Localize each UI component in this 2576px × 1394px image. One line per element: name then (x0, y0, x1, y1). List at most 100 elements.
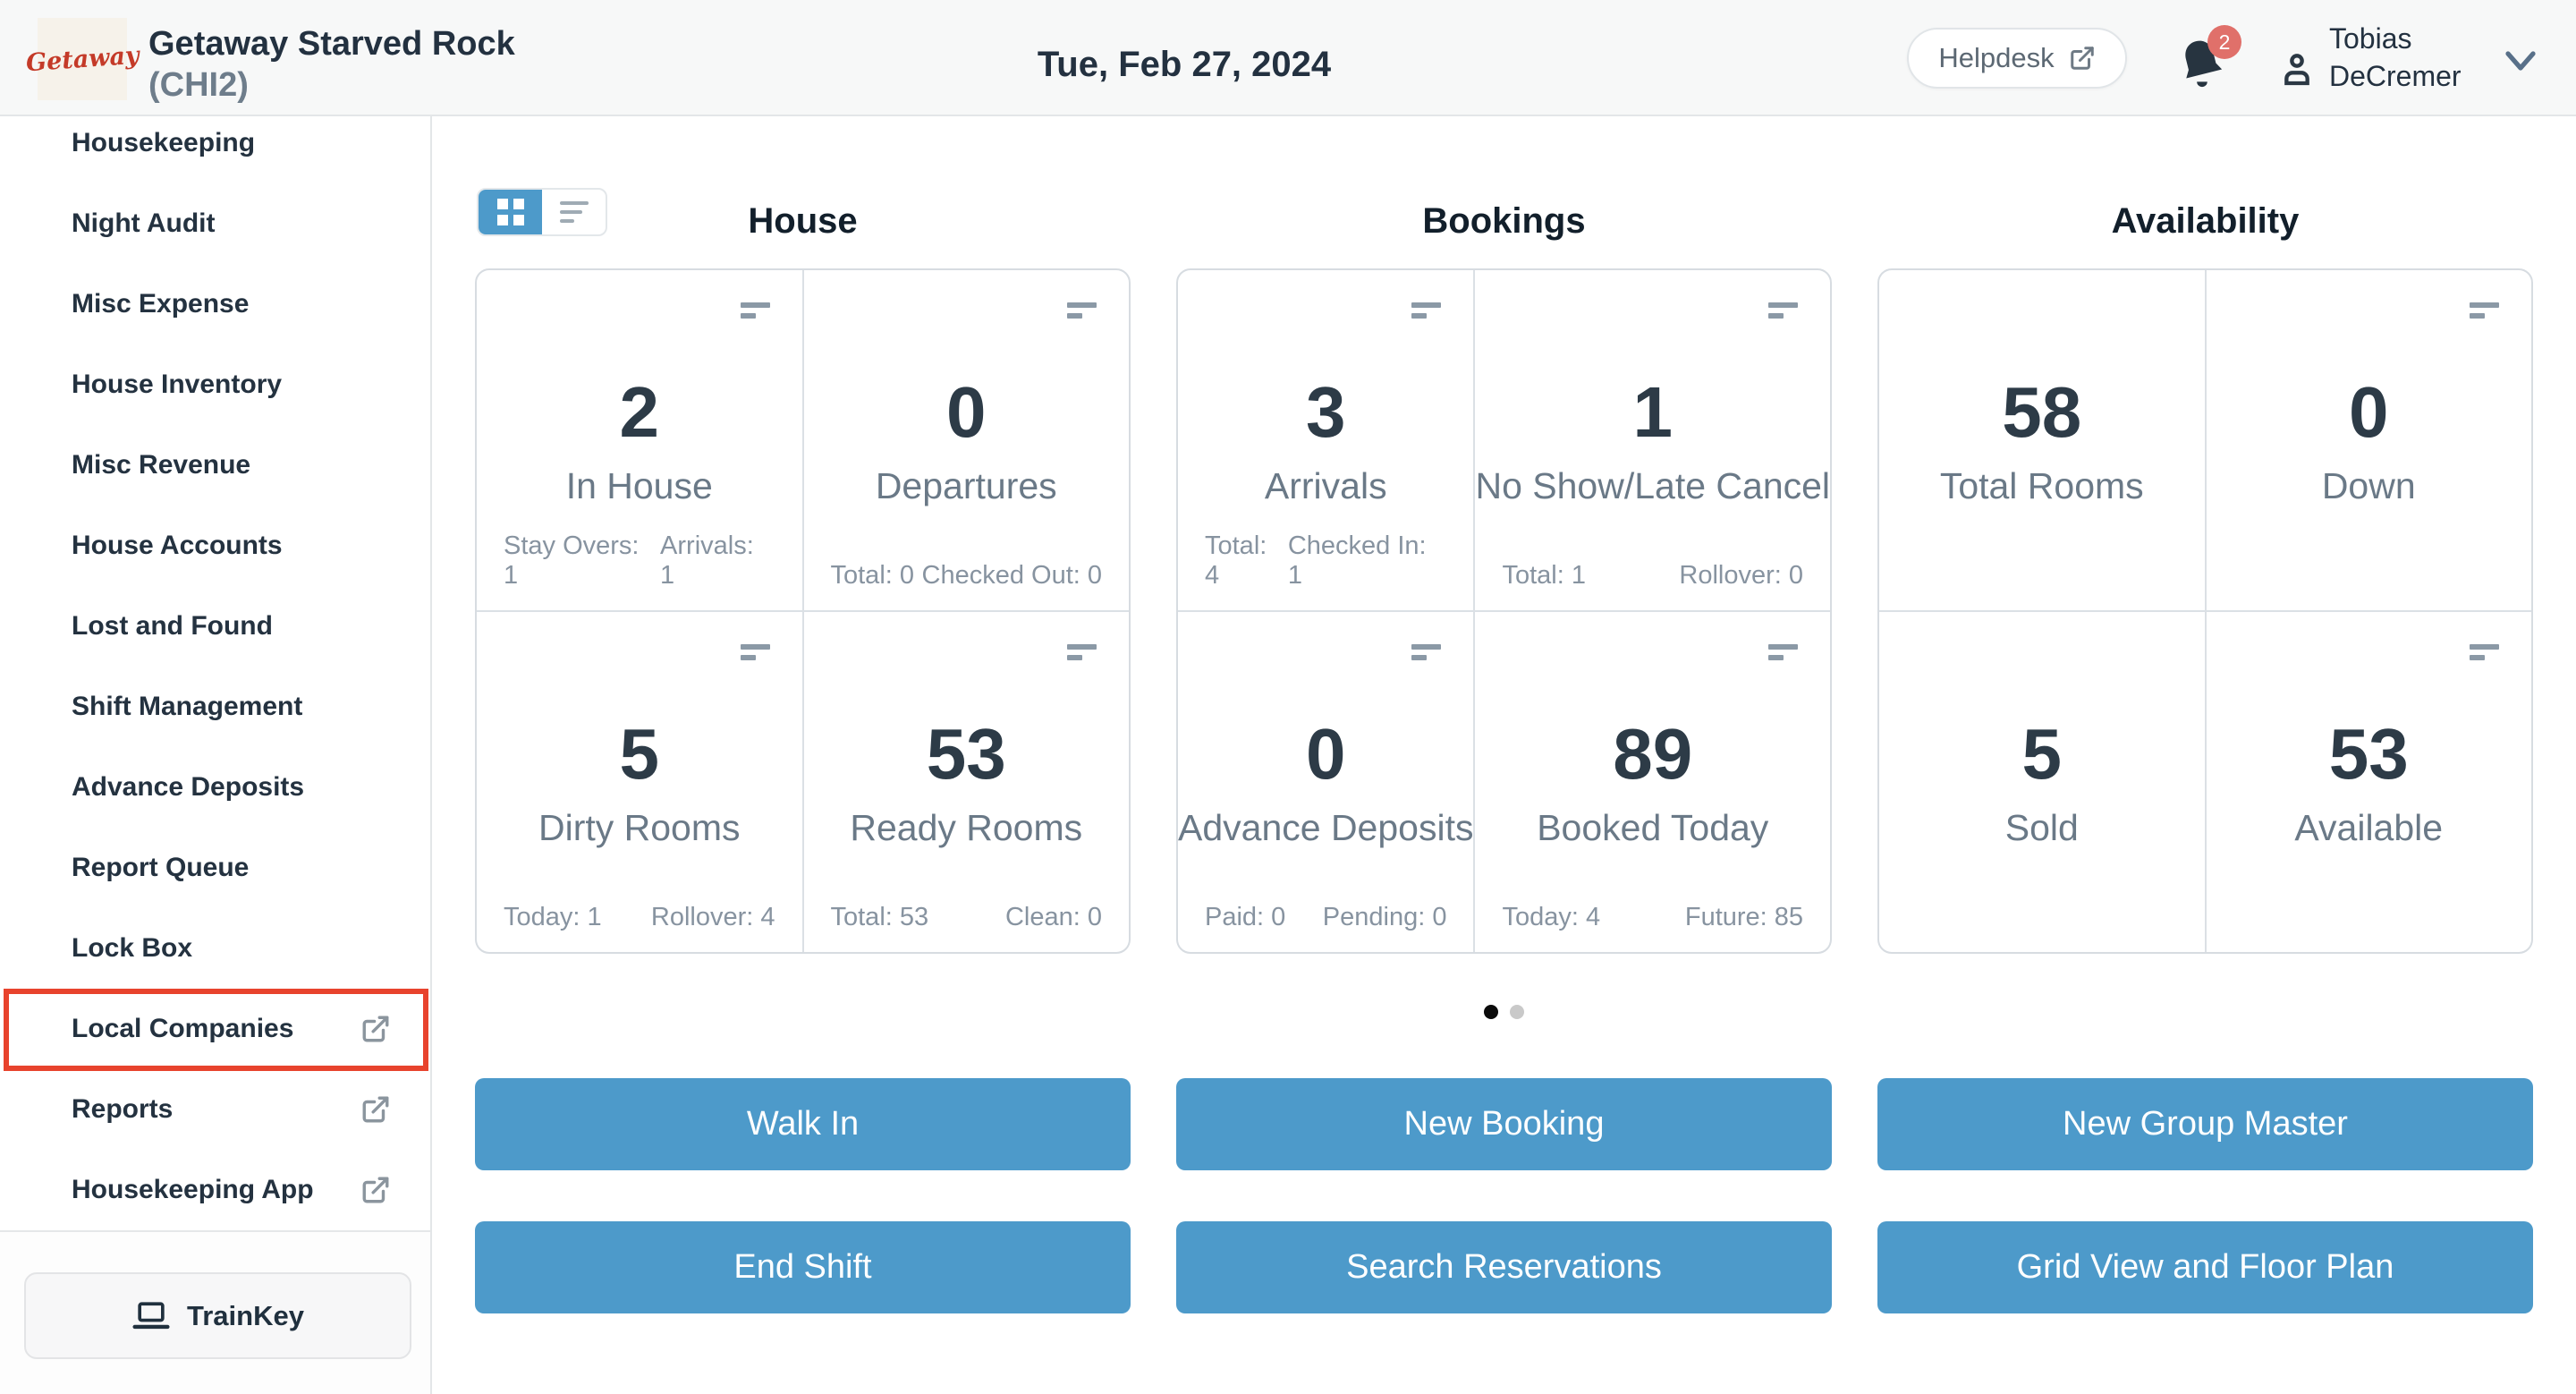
stat-card-available[interactable]: 53 Available (2206, 612, 2531, 952)
grid-icon (496, 199, 524, 225)
stat-label: Departures (875, 465, 1057, 506)
stat-card-in-house[interactable]: 2 In House Stay Overs: 1 Arrivals: 1 (477, 270, 802, 610)
stat-card-arrivals[interactable]: 3 Arrivals Total: 4 Checked In: 1 (1178, 270, 1474, 610)
helpdesk-button[interactable]: Helpdesk (1907, 28, 2127, 89)
sidebar-item-housekeeping[interactable]: Housekeeping (72, 128, 256, 157)
details-bars-icon[interactable] (1067, 302, 1097, 319)
new-booking-button[interactable]: New Booking (1176, 1078, 1832, 1170)
stat-label: Available (2294, 807, 2444, 848)
carousel-pagination (1176, 1005, 1832, 1019)
sidebar-item-misc-expense[interactable]: Misc Expense (72, 289, 250, 319)
stat-value: 5 (619, 714, 660, 794)
pagination-dot[interactable] (1510, 1005, 1524, 1019)
user-menu[interactable]: Tobias DeCremer (2279, 11, 2462, 95)
stat-label: Dirty Rooms (538, 807, 741, 848)
sidebar-footer: TrainKey (0, 1230, 430, 1394)
details-bars-icon[interactable] (1067, 644, 1097, 660)
grid-view-floor-plan-button[interactable]: Grid View and Floor Plan (1877, 1221, 2533, 1313)
stat-card-dirty-rooms[interactable]: 5 Dirty Rooms Today: 1 Rollover: 4 (477, 612, 802, 952)
details-bars-icon[interactable] (2470, 302, 2499, 319)
stat-card-sold[interactable]: 5 Sold (1879, 612, 2205, 952)
stat-value: 58 (2002, 372, 2082, 452)
stat-label: Advance Deposits (1178, 807, 1474, 848)
person-icon (2279, 50, 2315, 89)
trainkey-button[interactable]: TrainKey (24, 1272, 411, 1359)
sidebar-item-advance-deposits[interactable]: Advance Deposits (72, 772, 305, 802)
app-header: Getaway Getaway Starved Rock (CHI2) Tue,… (0, 0, 2576, 116)
house-stat-grid: 2 In House Stay Overs: 1 Arrivals: 1 0 De… (475, 268, 1131, 954)
bell-icon (2175, 36, 2238, 93)
stat-foot-left: Total: 53 (830, 903, 929, 931)
stat-label: Sold (2004, 807, 2079, 848)
grid-view-button[interactable] (479, 190, 542, 234)
sidebar-item-lost-and-found[interactable]: Lost and Found (72, 611, 273, 641)
trainkey-label: TrainKey (187, 1299, 304, 1331)
list-view-button[interactable] (542, 190, 606, 234)
property-code: (CHI2) (148, 66, 249, 104)
details-bars-icon[interactable] (1768, 644, 1799, 660)
details-bars-icon[interactable] (740, 302, 770, 319)
stat-card-ready-rooms[interactable]: 53 Ready Rooms Total: 53 Clean: 0 (803, 612, 1129, 952)
sidebar-item-reports[interactable]: Reports (0, 1069, 430, 1150)
helpdesk-label: Helpdesk (1938, 42, 2055, 73)
user-first-name: Tobias (2329, 22, 2412, 55)
stat-card-total-rooms[interactable]: 58 Total Rooms (1879, 270, 2205, 610)
stat-foot-left: Today: 4 (1502, 903, 1601, 931)
sidebar-item-night-audit[interactable]: Night Audit (72, 208, 216, 238)
sidebar-item-shift-management[interactable]: Shift Management (72, 692, 303, 721)
property-name: Getaway Starved Rock (148, 25, 515, 63)
stat-foot-right: Rollover: 0 (1679, 561, 1804, 590)
stat-foot-right: Future: 85 (1684, 903, 1804, 931)
stat-label: Down (2321, 465, 2416, 506)
details-bars-icon[interactable] (1411, 644, 1442, 660)
stat-card-no-show-late-cancel[interactable]: 1 No Show/Late Cancel Total: 1 Rollover: … (1475, 270, 1830, 610)
sidebar-item-local-companies[interactable]: Local Companies (0, 989, 430, 1069)
details-bars-icon[interactable] (2470, 644, 2499, 660)
section-title-bookings: Bookings (1422, 201, 1586, 241)
stat-foot-left: Stay Overs: 1 (504, 531, 640, 590)
details-bars-icon[interactable] (1411, 302, 1442, 319)
stat-card-down[interactable]: 0 Down (2206, 270, 2531, 610)
details-bars-icon[interactable] (740, 644, 770, 660)
stat-card-departures[interactable]: 0 Departures Total: 0 Checked Out: 0 (803, 270, 1129, 610)
search-reservations-button[interactable]: Search Reservations (1176, 1221, 1832, 1313)
section-title-house: House (748, 201, 858, 241)
stat-card-advance-deposits[interactable]: 0 Advance Deposits Paid: 0 Pending: 0 (1178, 612, 1474, 952)
stat-label: Ready Rooms (850, 807, 1083, 848)
sidebar-nav: Housekeeping Night Audit Misc Expense Ho… (0, 116, 432, 1394)
sidebar-item-housekeeping-app[interactable]: Housekeeping App (0, 1150, 430, 1230)
user-last-name: DeCremer (2329, 60, 2462, 92)
stat-value: 0 (1305, 714, 1346, 794)
stat-value: 53 (926, 714, 1006, 794)
stat-card-booked-today[interactable]: 89 Booked Today Today: 4 Future: 85 (1475, 612, 1830, 952)
pagination-dot-active[interactable] (1484, 1005, 1498, 1019)
end-shift-button[interactable]: End Shift (475, 1221, 1131, 1313)
bookings-stat-grid: 3 Arrivals Total: 4 Checked In: 1 1 No Sh… (1176, 268, 1832, 954)
dashboard-main: House Bookings Availability 2 In House S… (432, 116, 2576, 1394)
brand-logo-text: Getaway (24, 41, 140, 77)
stat-foot-left: Paid: 0 (1205, 903, 1286, 931)
new-group-master-button[interactable]: New Group Master (1877, 1078, 2533, 1170)
stat-label: Arrivals (1264, 465, 1387, 506)
stat-value: 89 (1613, 714, 1693, 794)
sidebar-item-house-inventory[interactable]: House Inventory (72, 370, 283, 399)
section-title-availability: Availability (2111, 201, 2300, 241)
external-link-icon (360, 1014, 391, 1044)
stat-value: 2 (619, 372, 660, 452)
external-link-icon (360, 1094, 391, 1125)
stat-foot-right: Pending: 0 (1322, 903, 1447, 931)
notifications-button[interactable]: 2 (2175, 25, 2241, 98)
sidebar-item-lock-box[interactable]: Lock Box (72, 933, 193, 963)
stat-label: Booked Today (1537, 807, 1769, 848)
sidebar-item-report-queue[interactable]: Report Queue (72, 853, 250, 882)
chevron-down-icon[interactable] (2499, 43, 2542, 79)
sidebar-item-misc-revenue[interactable]: Misc Revenue (72, 450, 251, 480)
sidebar-item-house-accounts[interactable]: House Accounts (72, 531, 283, 560)
stat-value: 3 (1305, 372, 1346, 452)
external-link-icon (2069, 45, 2096, 72)
details-bars-icon[interactable] (1768, 302, 1799, 319)
brand-logo: Getaway (25, 18, 140, 100)
walk-in-button[interactable]: Walk In (475, 1078, 1131, 1170)
stat-label: No Show/Late Cancel (1475, 465, 1831, 506)
user-name: Tobias DeCremer (2329, 11, 2462, 95)
